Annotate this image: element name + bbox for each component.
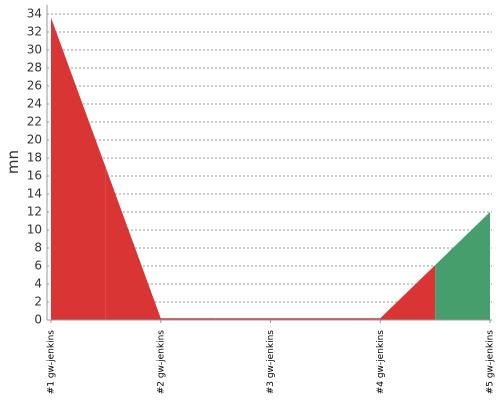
area-segment: [51, 17, 106, 320]
y-tick-label: 12: [27, 205, 42, 219]
y-tick-label: 4: [34, 277, 42, 291]
y-tick-label: 28: [27, 61, 42, 75]
x-tick-label: #1 gw-jenkins: [47, 330, 57, 395]
y-tick-label: 8: [34, 241, 42, 255]
y-tick-label: 34: [27, 7, 42, 21]
y-tick-label: 6: [34, 259, 42, 273]
y-tick-label: 16: [27, 169, 42, 183]
y-tick-label: 24: [27, 97, 42, 111]
area-segment: [325, 265, 436, 320]
y-tick-label: 2: [34, 295, 42, 309]
y-tick-label: 18: [27, 151, 42, 165]
y-tick-label: 26: [27, 79, 42, 93]
y-tick-label: 0: [34, 313, 42, 327]
y-tick-label: 30: [27, 43, 42, 57]
y-tick-label: 20: [27, 133, 42, 147]
area-segment: [435, 212, 490, 320]
x-tick-label: #2 gw-jenkins: [156, 330, 166, 395]
y-tick-label: 14: [27, 187, 42, 201]
x-tick-label: #4 gw-jenkins: [376, 330, 386, 395]
y-tick-label: 22: [27, 115, 42, 129]
area-segment: [105, 167, 216, 320]
y-tick-label: 10: [27, 223, 42, 237]
y-tick-label: 32: [27, 25, 42, 39]
x-tick-label: #3 gw-jenkins: [266, 330, 276, 395]
x-tick-label: #5 gw-jenkins: [486, 330, 496, 395]
y-axis-label: mn: [4, 150, 22, 174]
